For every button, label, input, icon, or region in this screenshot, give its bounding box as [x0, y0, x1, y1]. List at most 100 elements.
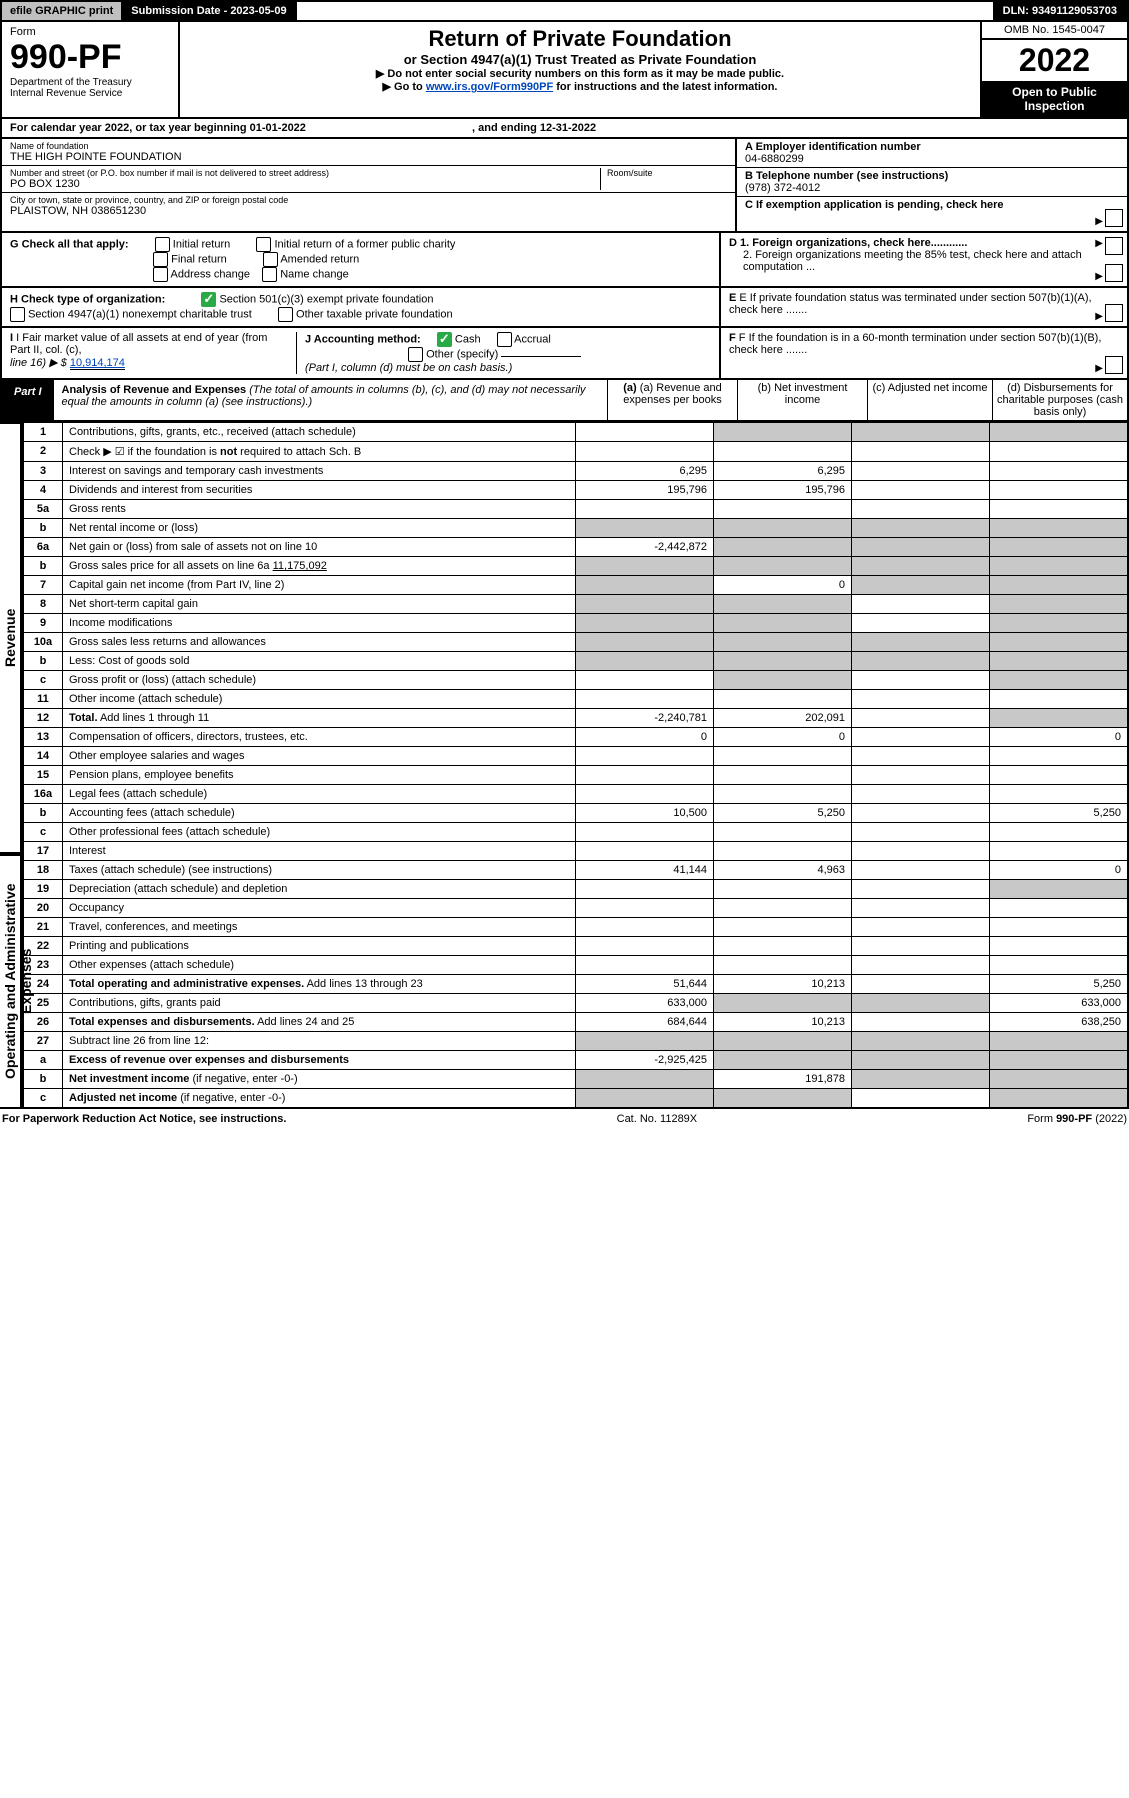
dln-label: DLN: 93491129053703: [995, 2, 1127, 20]
g-opt-3: Initial return of a former public charit…: [274, 238, 455, 250]
table-row: bGross sales price for all assets on lin…: [23, 557, 1128, 576]
table-row: 24Total operating and administrative exp…: [23, 975, 1128, 994]
cell-col-a: -2,442,872: [576, 538, 714, 557]
line-number: 5a: [23, 500, 63, 519]
cell-col-d: [990, 785, 1129, 804]
c-checkbox[interactable]: [1105, 209, 1123, 227]
cell-col-d: [990, 1070, 1129, 1089]
line-description: Legal fees (attach schedule): [63, 785, 576, 804]
calyear-end: , and ending 12-31-2022: [472, 122, 596, 134]
cell-col-a: [576, 842, 714, 861]
cell-col-d: [990, 481, 1129, 500]
h-label: H Check type of organization:: [10, 293, 165, 305]
name-change-checkbox[interactable]: [262, 267, 277, 282]
line-description: Excess of revenue over expenses and disb…: [63, 1051, 576, 1070]
cash-checkbox[interactable]: [437, 332, 452, 347]
final-return-checkbox[interactable]: [153, 252, 168, 267]
cell-col-a: [576, 671, 714, 690]
cell-col-b: [714, 652, 852, 671]
cell-col-d: [990, 899, 1129, 918]
name-label: Name of foundation: [10, 141, 727, 151]
other-method-checkbox[interactable]: [408, 347, 423, 362]
cell-col-b: [714, 423, 852, 442]
address-change-checkbox[interactable]: [153, 267, 168, 282]
name-address-block: Name of foundation THE HIGH POINTE FOUND…: [0, 139, 1129, 233]
phone-label: B Telephone number (see instructions): [745, 170, 1119, 182]
header-left: Form 990-PF Department of the Treasury I…: [2, 22, 180, 117]
page-footer: For Paperwork Reduction Act Notice, see …: [0, 1109, 1129, 1129]
form-url-link[interactable]: www.irs.gov/Form990PF: [426, 81, 553, 93]
4947-checkbox[interactable]: [10, 307, 25, 322]
cell-col-a: 633,000: [576, 994, 714, 1013]
cell-col-c: [852, 899, 990, 918]
d2-label: 2. Foreign organizations meeting the 85%…: [743, 249, 1082, 273]
table-row: 20Occupancy: [23, 899, 1128, 918]
cell-col-a: [576, 823, 714, 842]
d2-checkbox[interactable]: [1105, 264, 1123, 282]
fmv-value[interactable]: 10,914,174: [70, 357, 125, 370]
form-number: 990-PF: [10, 38, 170, 77]
tax-year: 2022: [982, 40, 1127, 81]
table-row: 11Other income (attach schedule): [23, 690, 1128, 709]
cell-col-b: 10,213: [714, 975, 852, 994]
table-row: 17Interest: [23, 842, 1128, 861]
table-row: bLess: Cost of goods sold: [23, 652, 1128, 671]
table-row: cGross profit or (loss) (attach schedule…: [23, 671, 1128, 690]
501c3-checkbox[interactable]: [201, 292, 216, 307]
line-number: 26: [23, 1013, 63, 1032]
initial-return-checkbox[interactable]: [155, 237, 170, 252]
cell-col-b: [714, 823, 852, 842]
open-pub-line2: Inspection: [986, 99, 1123, 113]
line-description: Gross sales price for all assets on line…: [63, 557, 576, 576]
arrow-icon: [1095, 310, 1103, 322]
phone-value: (978) 372-4012: [745, 182, 1119, 194]
table-row: 18Taxes (attach schedule) (see instructi…: [23, 861, 1128, 880]
cell-col-d: [990, 747, 1129, 766]
cell-col-c: [852, 538, 990, 557]
cell-col-c: [852, 728, 990, 747]
table-row: 3Interest on savings and temporary cash …: [23, 462, 1128, 481]
line-number: 15: [23, 766, 63, 785]
cell-col-d: [990, 557, 1129, 576]
f-checkbox[interactable]: [1105, 356, 1123, 374]
cell-col-b: [714, 557, 852, 576]
e-checkbox[interactable]: [1105, 304, 1123, 322]
arrow-icon: [1095, 270, 1103, 282]
accrual-checkbox[interactable]: [497, 332, 512, 347]
line-number: 20: [23, 899, 63, 918]
line-description: Other income (attach schedule): [63, 690, 576, 709]
form-subtitle: or Section 4947(a)(1) Trust Treated as P…: [188, 52, 972, 67]
line-number: 3: [23, 462, 63, 481]
d1-checkbox[interactable]: [1105, 237, 1123, 255]
exemption-row: C If exemption application is pending, c…: [737, 197, 1127, 231]
cell-col-c: [852, 823, 990, 842]
cell-col-a: 195,796: [576, 481, 714, 500]
line-number: 7: [23, 576, 63, 595]
line-number: a: [23, 1051, 63, 1070]
col-c-header: (c) Adjusted net income: [867, 380, 992, 420]
line-description: Subtract line 26 from line 12:: [63, 1032, 576, 1051]
initial-return-former-checkbox[interactable]: [256, 237, 271, 252]
cell-col-c: [852, 709, 990, 728]
line-number: 19: [23, 880, 63, 899]
table-row: cAdjusted net income (if negative, enter…: [23, 1089, 1128, 1109]
cell-col-d: 0: [990, 728, 1129, 747]
amended-return-checkbox[interactable]: [263, 252, 278, 267]
line-description: Net rental income or (loss): [63, 519, 576, 538]
other-taxable-checkbox[interactable]: [278, 307, 293, 322]
cell-col-a: 41,144: [576, 861, 714, 880]
cell-col-c: [852, 442, 990, 462]
efile-label[interactable]: efile GRAPHIC print: [2, 2, 123, 20]
c-label: C If exemption application is pending, c…: [745, 199, 1004, 211]
line-description: Contributions, gifts, grants, etc., rece…: [63, 423, 576, 442]
top-bar: efile GRAPHIC print Submission Date - 20…: [0, 0, 1129, 22]
table-row: 23Other expenses (attach schedule): [23, 956, 1128, 975]
table-row: 26Total expenses and disbursements. Add …: [23, 1013, 1128, 1032]
cell-col-a: [576, 785, 714, 804]
cell-col-d: [990, 918, 1129, 937]
line-number: 21: [23, 918, 63, 937]
cell-col-c: [852, 766, 990, 785]
cell-col-b: 202,091: [714, 709, 852, 728]
dept-line1: Department of the Treasury: [10, 77, 170, 88]
omb-number: OMB No. 1545-0047: [982, 22, 1127, 40]
